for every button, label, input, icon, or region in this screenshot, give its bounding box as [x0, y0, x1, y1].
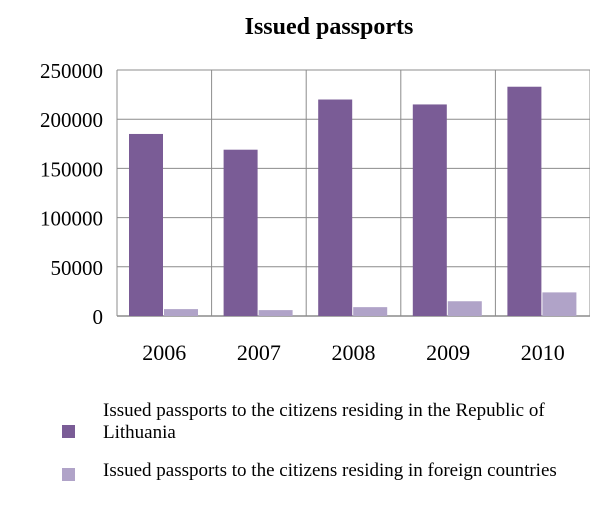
- x-tick-label: 2006: [142, 340, 186, 365]
- legend-item-foreign: Issued passports to the citizens residin…: [62, 460, 582, 508]
- legend-swatch-foreign: [62, 468, 75, 481]
- bar-lithuania-2006: [129, 133, 163, 316]
- y-tick-label: 200000: [40, 108, 103, 132]
- x-tick-label: 2010: [521, 340, 565, 365]
- x-tick-label: 2007: [237, 340, 281, 365]
- legend-label-lithuania: Issued passports to the citizens residin…: [103, 400, 545, 443]
- bar-foreign-2009: [447, 301, 482, 316]
- y-tick-label: 250000: [40, 59, 103, 83]
- bar-lithuania-2010: [507, 86, 542, 316]
- bars-layer: [129, 86, 577, 317]
- legend-item-lithuania: Issued passports to the citizens residin…: [62, 400, 582, 448]
- legend-label-foreign: Issued passports to the citizens residin…: [103, 460, 557, 481]
- x-tick-label: 2008: [332, 340, 376, 365]
- y-tick-label: 100000: [40, 207, 103, 231]
- bar-lithuania-2007: [223, 149, 258, 316]
- y-tick-label: 50000: [51, 256, 104, 280]
- y-tick-label: 150000: [40, 157, 103, 181]
- chart-title: Issued passports: [244, 14, 414, 40]
- bar-foreign-2007: [258, 310, 293, 316]
- bar-foreign-2008: [353, 307, 388, 316]
- bar-foreign-2010: [542, 292, 577, 316]
- bar-lithuania-2009: [412, 104, 447, 316]
- bar-chart: 0 50000 100000 150000 200000 250000 2006 2007 20…: [40, 59, 590, 365]
- legend-swatch-lithuania: [62, 425, 75, 438]
- bar-foreign-2006: [164, 309, 198, 316]
- bar-lithuania-2008: [318, 99, 353, 317]
- labels-layer: 0 50000 100000 150000 200000 250000 2006 2007 20…: [40, 59, 565, 365]
- x-tick-label: 2009: [426, 340, 470, 365]
- y-tick-label: 0: [93, 305, 104, 329]
